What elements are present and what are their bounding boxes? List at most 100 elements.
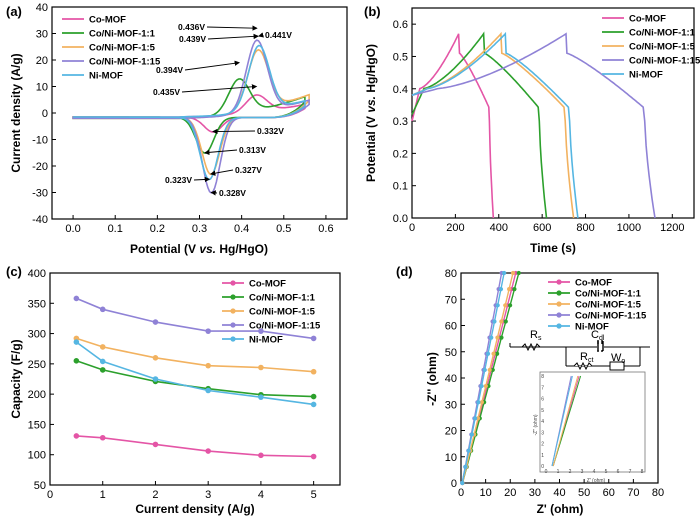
panel-b-frame [411,7,695,219]
x-tick-label: 0.1 [108,223,123,235]
eis-point-co-ni-mof-1-5 [491,351,496,356]
y-tick-label: 60 [445,321,457,333]
capacity-point-co-mof [73,433,80,439]
inset-y-tick-label: 5 [541,408,544,414]
eis-point-ni-mof [495,303,500,308]
gcd-curve-co-mof [411,33,495,219]
peak-annotation: 0.328V [219,188,246,198]
eis-point-ni-mof [460,480,465,486]
gcd-curve-co-ni-mof-1-1 [411,31,548,219]
warburg-element [609,361,625,371]
y-tick-label: 80 [445,268,457,280]
legend-label-co-ni-mof-1-15: Co/Ni-MOF-1:15 [575,311,647,322]
x-tick-label: 70 [627,487,639,499]
legend-label-ni-mof: Ni-MOF [629,70,663,81]
legend-label-co-mof: Co-MOF [89,15,126,26]
capacity-line-co-ni-mof-1-1 [76,360,314,398]
legend-marker-ni-mof [230,336,236,342]
legend-label-co-ni-mof-1-5: Co/Ni-MOF-1:5 [249,307,316,318]
y-tick-label: 70 [445,294,457,306]
capacity-point-co-mof [258,452,264,459]
eis-point-co-ni-mof-1-1 [516,270,521,276]
legend-label-co-ni-mof-1-15: Co/Ni-MOF-1:15 [89,57,161,68]
panel-a-cv-chart: 0.0 0.1 0.2 0.3 0.4 0.5 0.6 -40 -30 -20 -10 0 10 20 30… [9,2,348,256]
y-tick-label: 0.2 [393,148,408,160]
panel-c-frame [49,272,341,486]
peak-annotation: 0.323V [165,175,192,185]
annotation-arrow [193,176,211,183]
x-tick-label: 0.0 [65,223,80,235]
y-tick-label: 0.4 [393,84,408,96]
legend-label-ni-mof: Ni-MOF [89,71,123,82]
eis-point-ni-mof [485,351,491,356]
legend-label-co-mof: Co-MOF [575,278,612,289]
x-tick-label: 3 [205,489,211,501]
circuit-label-rct: Rct [580,351,593,364]
annotation-arrow [258,32,264,38]
x-tick-label: 200 [446,222,464,234]
x-tick-label: 0 [409,222,415,234]
legend-label-co-mof: Co-MOF [249,279,286,290]
capacity-point-co-ni-mof-1-5 [258,364,264,371]
eis-inset: 0 1 2 3 4 5 6 7 8 0 1 2 3 4 5 6 7 8 Z' (ohm) -Z'' (ohm) [533,371,646,484]
x-tick-label: 0.5 [276,223,291,235]
y-tick-label: -40 [32,214,48,226]
legend-label-co-ni-mof-1-15: Co/Ni-MOF-1:15 [249,321,321,332]
y-tick-label: 0.1 [393,181,408,193]
legend-marker-co-mof [556,279,562,285]
legend-label-co-ni-mof-1-5: Co/Ni-MOF-1:5 [629,42,696,53]
y-tick-label: -30 [32,188,48,200]
eis-point-ni-mof [469,432,475,437]
capacity-point-co-ni-mof-1-15 [258,328,264,334]
eis-line-co-ni-mof-1-1 [461,272,520,484]
gcd-curve-ni-mof [411,31,579,219]
peak-annotation: 0.439V [179,34,206,44]
x-tick-label: 50 [578,487,590,499]
eis-line-co-ni-mof-1-5 [461,272,514,484]
circuit-label-wo: Wo [611,352,625,365]
capacity-point-co-ni-mof-1-15 [152,319,159,325]
panel-b-gcd-chart: 0 200 400 600 800 1000 1200 0.0 0.1 0.2 0.3 0.4 0.5 0… [364,7,700,255]
inset-y-tick-label: 1 [541,453,544,459]
eis-point-co-ni-mof-1-1 [495,351,500,356]
panel-label-b: (b) [364,4,381,19]
eis-point-co-ni-mof-1-5 [495,335,500,340]
eis-point-co-ni-mof-1-5 [510,270,516,276]
inset-x-tick-label: 4 [593,469,596,475]
x-tick-label: 0.4 [234,223,249,235]
x-tick-label: 0.2 [150,223,165,235]
panel-a-x-title: Potential (V vs. Hg/HgO) [130,242,268,256]
y-tick-label: 50 [445,347,457,359]
eis-point-co-ni-mof-1-5 [487,367,492,373]
legend-marker-co-ni-mof-1-5 [230,308,236,314]
legend-marker-co-ni-mof-1-1 [230,294,236,300]
capacity-point-ni-mof [205,387,211,394]
x-tick-label: 0.6 [318,223,333,235]
capacity-point-co-ni-mof-1-15 [73,295,80,302]
x-tick-label: 600 [533,222,551,234]
circuit-label-rs: Rs [530,329,542,342]
inset-frame [539,371,646,473]
x-tick-label: 400 [490,222,508,234]
y-tick-label: 50 [34,480,46,492]
capacity-point-co-ni-mof-1-5 [205,362,211,369]
legend-label-co-ni-mof-1-1: Co/Ni-MOF-1:1 [249,293,316,304]
y-tick-label: 200 [28,389,46,401]
peak-annotation: 0.313V [239,145,266,155]
eis-point-co-ni-mof-1-1 [512,287,517,292]
y-tick-label: 0.3 [393,116,408,128]
eis-point-co-ni-mof-1-5 [503,303,508,308]
capacity-point-co-ni-mof-1-15 [205,328,211,334]
legend-label-co-ni-mof-1-5: Co/Ni-MOF-1:5 [89,43,156,54]
capacity-point-co-ni-mof-1-1 [99,367,106,373]
x-tick-label: 60 [603,487,615,499]
eis-point-co-ni-mof-1-1 [499,335,504,340]
y-tick-label: 10 [36,82,48,94]
y-tick-label: 40 [36,2,48,14]
x-tick-label: 0.3 [192,223,207,235]
eis-point-ni-mof [498,287,504,292]
eis-point-ni-mof [482,367,487,373]
x-tick-label: 40 [553,487,565,499]
panel-label-d: (d) [396,264,413,279]
y-tick-label: 100 [28,450,46,462]
